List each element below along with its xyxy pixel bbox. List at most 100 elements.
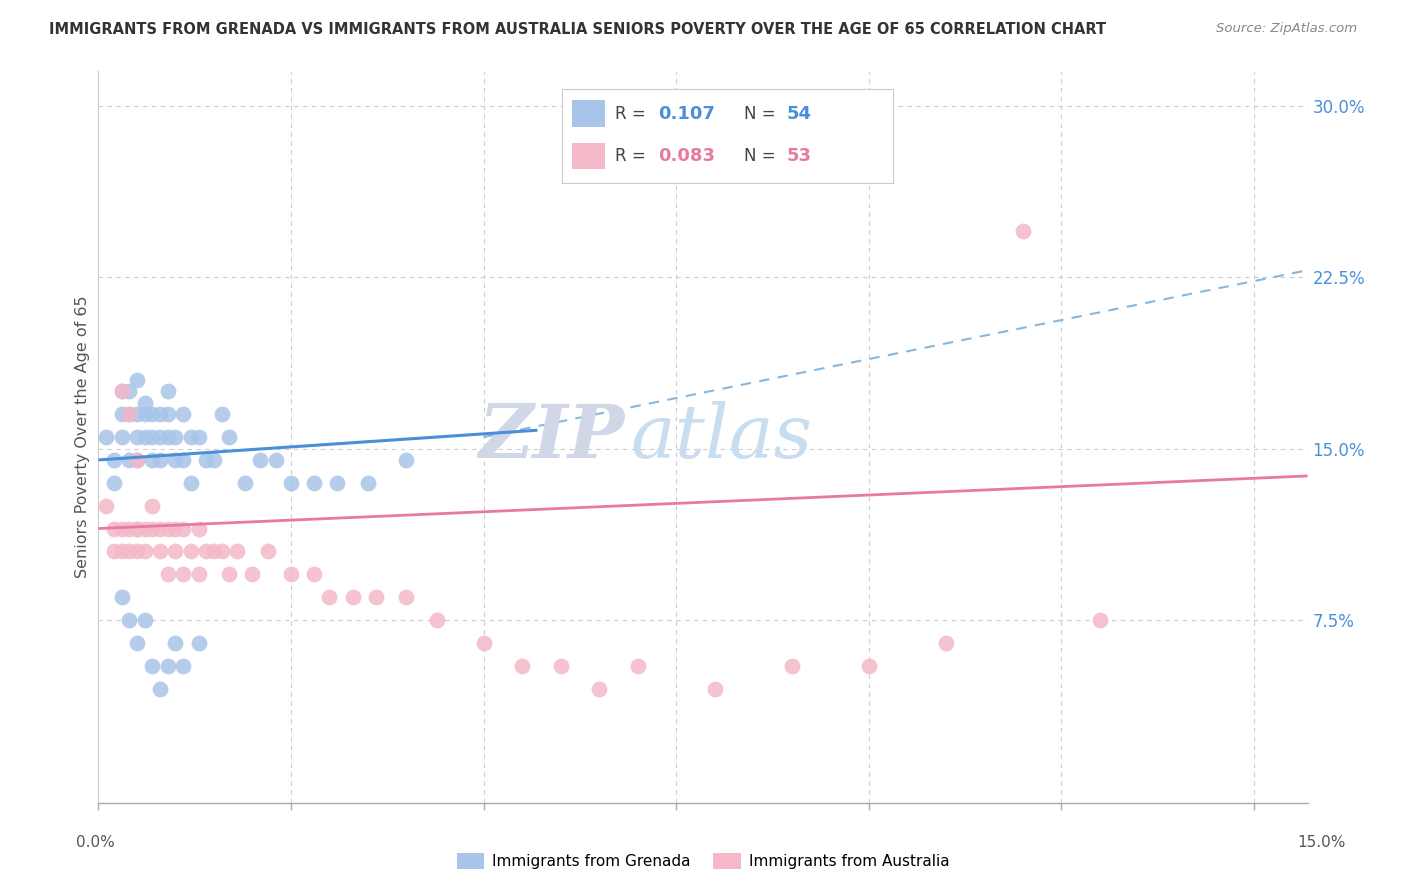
Point [165, 453, 187, 467]
Point [125, 453, 148, 467]
Point [156, 407, 179, 421]
Point [125, 453, 148, 467]
Point [134, 396, 156, 410]
Point [118, 384, 141, 399]
Point [125, 430, 148, 444]
Point [342, 590, 364, 604]
Point [149, 681, 172, 696]
Point [110, 407, 132, 421]
Point [125, 373, 148, 387]
Point [426, 613, 449, 627]
Point [141, 499, 163, 513]
Point [125, 544, 148, 558]
Text: Source: ZipAtlas.com: Source: ZipAtlas.com [1216, 22, 1357, 36]
Point [172, 658, 194, 673]
Point [118, 407, 141, 421]
Point [110, 544, 132, 558]
Point [118, 521, 141, 535]
Point [103, 544, 125, 558]
FancyBboxPatch shape [572, 101, 606, 127]
Point [156, 384, 179, 399]
Point [302, 567, 325, 582]
Point [218, 430, 240, 444]
Point [110, 384, 132, 399]
Point [156, 567, 179, 582]
Point [134, 407, 156, 421]
Text: 54: 54 [787, 104, 813, 122]
Point [211, 544, 233, 558]
Text: N =: N = [744, 146, 780, 165]
Point [242, 567, 264, 582]
Point [202, 453, 225, 467]
Point [202, 544, 225, 558]
Point [125, 636, 148, 650]
Text: 0.0%: 0.0% [76, 836, 115, 850]
Text: N =: N = [744, 104, 780, 122]
Point [172, 567, 194, 582]
Point [118, 544, 141, 558]
Point [935, 636, 957, 650]
Point [134, 544, 156, 558]
Point [187, 430, 209, 444]
Point [156, 430, 179, 444]
Text: R =: R = [616, 104, 651, 122]
Point [395, 453, 418, 467]
Point [103, 521, 125, 535]
Point [141, 658, 163, 673]
Point [149, 453, 172, 467]
Point [118, 613, 141, 627]
Point [103, 475, 125, 490]
Point [233, 475, 256, 490]
Point [141, 521, 163, 535]
Point [858, 658, 880, 673]
Point [180, 544, 202, 558]
Point [180, 430, 202, 444]
Point [395, 590, 418, 604]
Point [510, 658, 533, 673]
Point [302, 475, 325, 490]
Text: ZIP: ZIP [478, 401, 624, 474]
Point [626, 658, 648, 673]
Point [156, 521, 179, 535]
Point [211, 407, 233, 421]
Point [264, 453, 287, 467]
Point [94, 499, 117, 513]
Point [165, 521, 187, 535]
Point [149, 430, 172, 444]
Point [226, 544, 249, 558]
Text: R =: R = [616, 146, 651, 165]
Point [149, 521, 172, 535]
Point [172, 521, 194, 535]
Point [125, 521, 148, 535]
Point [172, 453, 194, 467]
Point [110, 430, 132, 444]
Point [364, 590, 387, 604]
Point [134, 430, 156, 444]
Text: 0.107: 0.107 [658, 104, 716, 122]
Point [326, 475, 349, 490]
Text: IMMIGRANTS FROM GRENADA VS IMMIGRANTS FROM AUSTRALIA SENIORS POVERTY OVER THE AG: IMMIGRANTS FROM GRENADA VS IMMIGRANTS FR… [49, 22, 1107, 37]
Text: 0.083: 0.083 [658, 146, 716, 165]
Point [172, 407, 194, 421]
Point [195, 453, 218, 467]
Point [125, 521, 148, 535]
Point [1011, 224, 1033, 238]
Point [249, 453, 271, 467]
Point [134, 613, 156, 627]
Point [187, 567, 209, 582]
Text: 53: 53 [787, 146, 813, 165]
Point [780, 658, 803, 673]
Point [1088, 613, 1111, 627]
Point [141, 407, 163, 421]
Point [110, 384, 132, 399]
Point [94, 430, 117, 444]
Point [280, 475, 302, 490]
Point [110, 521, 132, 535]
Point [149, 544, 172, 558]
Point [149, 407, 172, 421]
Point [125, 407, 148, 421]
Point [118, 453, 141, 467]
Point [472, 636, 495, 650]
Point [110, 590, 132, 604]
Point [550, 658, 572, 673]
